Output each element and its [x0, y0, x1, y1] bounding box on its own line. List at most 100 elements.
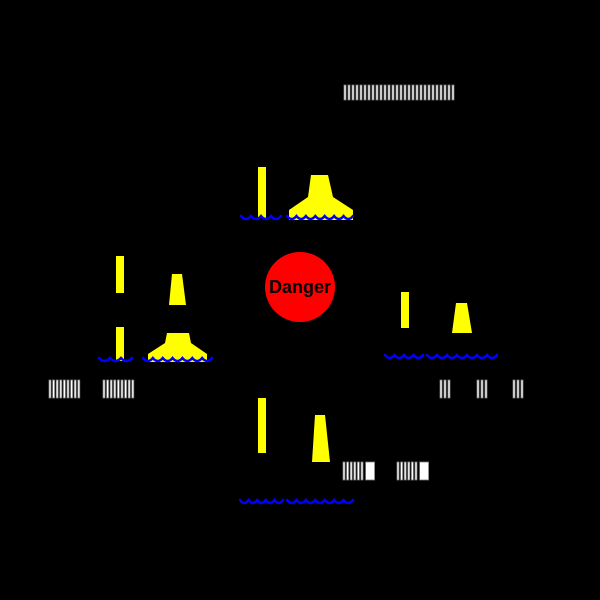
quick-flash-3-light-group: [512, 379, 524, 399]
flash-stripe: [55, 379, 59, 399]
danger-label: Danger: [269, 277, 331, 297]
flash-stripe: [439, 84, 443, 101]
waterline: [238, 497, 285, 505]
flash-stripe: [415, 84, 419, 101]
continuous-quick-flash-light-bar: [343, 84, 455, 101]
flash-stripe: [109, 379, 113, 399]
long-flash-block: [365, 461, 376, 481]
flash-stripe: [391, 84, 395, 101]
flash-stripe: [375, 84, 379, 101]
flash-stripe: [117, 379, 120, 399]
flash-stripe: [480, 379, 484, 399]
quick-flash-3-light-group: [439, 379, 451, 399]
flash-stripe: [351, 84, 355, 101]
buoy-body-yellow-base: [289, 175, 353, 220]
south-cardinal-mark: [238, 398, 430, 505]
flash-stripe: [73, 379, 77, 399]
flash-stripe: [431, 84, 435, 101]
waterline: [383, 352, 425, 360]
flash-stripe: [414, 461, 418, 481]
flash-stripe: [443, 379, 447, 399]
flash-stripe: [419, 84, 423, 101]
flash-stripe: [520, 379, 524, 399]
west-cardinal-mark: [48, 256, 214, 399]
flash-stripe: [102, 379, 106, 399]
waterline: [97, 356, 134, 363]
quick-flash-9-light-group: [48, 379, 81, 399]
waterline: [239, 214, 283, 221]
flash-stripe: [120, 379, 124, 399]
flash-stripe: [70, 379, 73, 399]
flash-stripe: [411, 84, 415, 101]
flash-stripe: [383, 84, 387, 101]
danger-area: Danger: [265, 252, 335, 322]
north-cardinal-mark: [239, 84, 455, 221]
flash-stripe: [360, 461, 364, 481]
flash-stripe: [63, 379, 66, 399]
flash-stripe: [106, 379, 109, 399]
flash-stripe: [410, 461, 414, 481]
spar-buoy-lower-yellow-band: [116, 327, 124, 361]
flash-stripe: [342, 461, 346, 481]
quick-flash-6-long-flash-light-group: [342, 461, 376, 481]
flash-stripe: [423, 84, 427, 101]
flash-stripe: [127, 379, 131, 399]
spar-buoy-yellow-top: [258, 398, 266, 453]
flash-stripe: [379, 84, 383, 101]
flash-stripe: [403, 461, 407, 481]
flash-stripe: [367, 84, 371, 101]
danger-circle: [265, 252, 335, 322]
flash-stripe: [52, 379, 55, 399]
flash-stripe: [447, 84, 451, 101]
quick-flash-9-light-group: [102, 379, 135, 399]
waterline: [141, 356, 214, 363]
flash-stripe: [371, 84, 375, 101]
spar-buoy-yellow-band: [258, 167, 266, 218]
flash-stripe: [349, 461, 353, 481]
flash-stripe: [131, 379, 135, 399]
flash-stripe: [363, 84, 367, 101]
waterline: [425, 353, 499, 360]
flash-stripe: [356, 461, 360, 481]
flash-stripe: [403, 84, 407, 101]
flash-stripe: [400, 461, 404, 481]
flash-stripe: [407, 461, 411, 481]
flash-stripe: [355, 84, 359, 101]
east-cardinal-mark: [383, 292, 524, 399]
flash-stripe: [451, 84, 455, 101]
buoy-yellow-band: [452, 303, 472, 333]
flash-stripe: [395, 84, 399, 101]
flash-stripe: [427, 84, 431, 101]
flash-stripe: [407, 84, 411, 101]
long-flash-block: [419, 461, 430, 481]
flash-stripe: [346, 461, 350, 481]
flash-stripe: [66, 379, 70, 399]
flash-stripe: [77, 379, 81, 399]
buoy-yellow-top-band: [312, 415, 330, 462]
flash-stripe: [447, 379, 451, 399]
flash-stripe: [359, 84, 363, 101]
flash-stripe: [113, 379, 117, 399]
flash-stripe: [343, 84, 347, 101]
flash-stripe: [435, 84, 439, 101]
flash-stripe: [124, 379, 127, 399]
flash-stripe: [387, 84, 391, 101]
flash-stripe: [443, 84, 447, 101]
spar-buoy-upper-yellow-band: [116, 256, 124, 293]
flash-stripe: [399, 84, 403, 101]
waterline: [285, 497, 355, 505]
flash-stripe: [516, 379, 520, 399]
flash-stripe: [347, 84, 351, 101]
spar-buoy-yellow-band: [401, 292, 409, 328]
flash-stripe: [59, 379, 63, 399]
waterline: [285, 213, 355, 221]
flash-stripe: [48, 379, 52, 399]
flash-stripe: [512, 379, 516, 399]
flash-stripe: [396, 461, 400, 481]
buoy-body-yellow-base: [148, 333, 207, 362]
flash-stripe: [353, 461, 357, 481]
flash-stripe: [439, 379, 443, 399]
quick-flash-3-light-group: [476, 379, 488, 399]
